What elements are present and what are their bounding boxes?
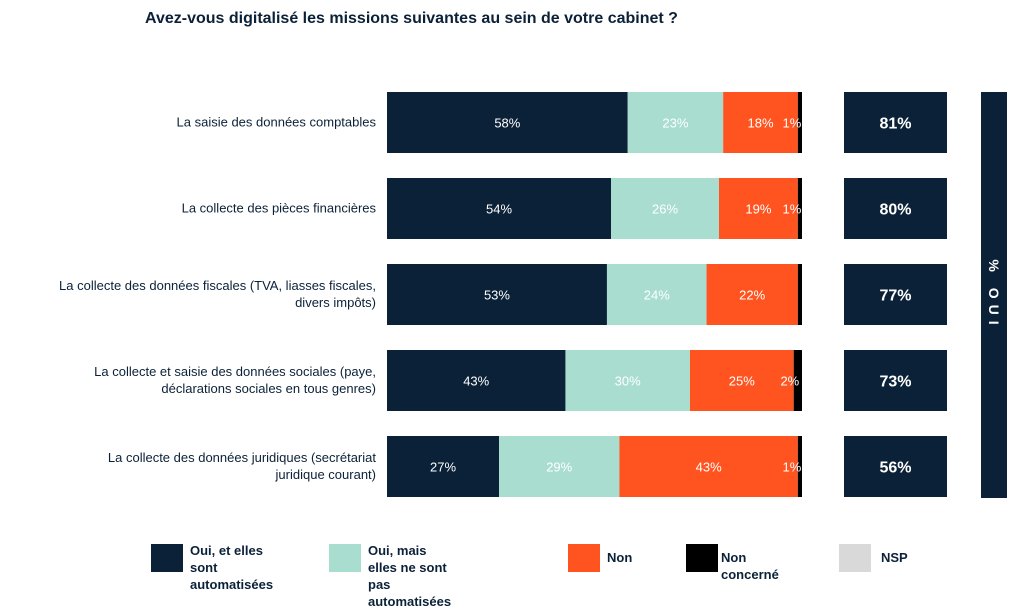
legend-label-line: pas automatisées: [368, 577, 452, 609]
category-label: La collecte des données fiscales (TVA, l…: [59, 278, 376, 293]
total-oui-value: 80%: [879, 202, 911, 219]
total-oui-value: 73%: [879, 374, 911, 391]
data-label: 19%: [745, 202, 771, 217]
legend-label-line: automatisées: [190, 577, 274, 592]
data-label: 23%: [662, 116, 688, 131]
total-oui-value: 56%: [879, 460, 911, 477]
bar-segment: [387, 178, 612, 239]
category-label: divers impôts): [295, 295, 376, 310]
total-oui-value: 81%: [879, 116, 911, 133]
category-label: La collecte des données juridiques (secr…: [108, 450, 376, 465]
category-label: déclarations sociales en tous genres): [161, 381, 376, 396]
legend-swatch: [151, 544, 183, 572]
bar-segment: [387, 264, 607, 325]
total-oui-value: 77%: [879, 288, 911, 305]
legend-swatch: [686, 544, 718, 572]
bar-segment: [719, 178, 798, 239]
data-label: 1%: [783, 116, 802, 131]
data-label: 1%: [783, 460, 802, 475]
data-label: 25%: [729, 374, 755, 389]
bar-segment: [797, 436, 802, 497]
data-label: 54%: [486, 202, 512, 217]
legend-label-line: Non: [607, 550, 633, 565]
legend-label-line: Oui, et elles sont: [190, 543, 263, 575]
bar-segment: [387, 92, 628, 153]
legend-label: Oui, mais elles ne sont pas automatisées: [368, 542, 451, 610]
data-label: 18%: [747, 116, 773, 131]
bar-segment: [797, 92, 802, 153]
data-label: 43%: [463, 374, 489, 389]
legend-label-line: Non concerné: [721, 550, 779, 582]
category-label: La saisie des données comptables: [177, 115, 377, 130]
data-label: 43%: [696, 460, 722, 475]
total-oui-header: % OUI: [986, 259, 1002, 331]
legend-label: Non: [607, 549, 632, 566]
bar-segment: [611, 178, 719, 239]
data-label: 24%: [644, 288, 670, 303]
bar-segment: [793, 350, 802, 411]
data-label: 30%: [615, 374, 641, 389]
total-oui-box: [844, 264, 947, 325]
bar-segment: [797, 178, 802, 239]
bar-segment: [627, 92, 724, 153]
legend-label: Oui, et elles sont automatisées: [190, 542, 273, 593]
data-label: 22%: [739, 288, 765, 303]
data-label: 58%: [494, 116, 520, 131]
total-oui-band: % OUI: [981, 92, 1007, 498]
data-label: 29%: [546, 460, 572, 475]
legend-swatch: [839, 544, 871, 572]
total-oui-box: [844, 350, 947, 411]
bar-segment: [565, 350, 690, 411]
legend-label: NSP: [881, 549, 908, 566]
total-oui-box: [844, 92, 947, 153]
data-label: 27%: [430, 460, 456, 475]
legend-swatch: [568, 544, 600, 572]
bar-segment: [689, 350, 794, 411]
bar-segment: [619, 436, 798, 497]
bar-segment: [723, 92, 798, 153]
category-label: juridique courant): [275, 467, 376, 482]
category-label: La collecte et saisie des données social…: [94, 364, 376, 379]
legend-label-line: NSP: [881, 550, 908, 565]
data-label: 53%: [484, 288, 510, 303]
bar-segment: [606, 264, 707, 325]
total-oui-box: [844, 436, 947, 497]
data-label: 2%: [780, 374, 799, 389]
total-oui-box: [844, 178, 947, 239]
chart-title: Avez-vous digitalisé les missions suivan…: [145, 10, 678, 27]
legend-swatch: [329, 544, 361, 572]
stacked-bar-chart: La saisie des données comptables 58% 23% 18…: [59, 92, 947, 497]
bar-segment: [387, 350, 566, 411]
legend-label-line: Oui, mais elles ne sont: [368, 543, 447, 575]
category-label: La collecte des pièces financières: [182, 201, 377, 216]
data-label: 1%: [783, 202, 802, 217]
bar-segment: [797, 264, 802, 325]
bar-segment: [387, 436, 500, 497]
data-label: 26%: [652, 202, 678, 217]
legend-label: Non concerné: [721, 549, 779, 583]
bar-segment: [499, 436, 620, 497]
bar-segment: [706, 264, 798, 325]
